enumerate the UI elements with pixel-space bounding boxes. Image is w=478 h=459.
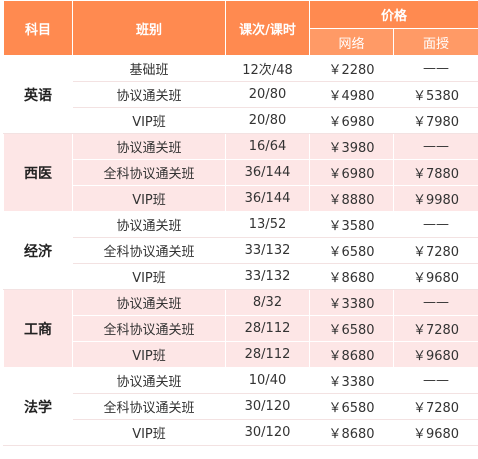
- table-row: VIP班 30/120 ￥8680 ￥9680: [4, 419, 478, 446]
- table-body: 英语 基础班 12次/48 ￥2280 —— 协议通关班 20/80 ￥4980 ￥5380 VI…: [3, 55, 478, 446]
- offline-price-cell: ￥7980: [392, 107, 478, 134]
- online-price-cell: ￥8680: [309, 419, 394, 446]
- lessons-cell: 10/40: [225, 367, 310, 394]
- online-price-cell: ￥3380: [309, 289, 394, 316]
- class-cell: 协议通关班: [72, 367, 226, 394]
- offline-price-cell: ￥5380: [392, 81, 478, 108]
- offline-price-cell: ￥9680: [392, 341, 478, 368]
- class-cell: 全科协议通关班: [72, 159, 226, 186]
- class-cell: 协议通关班: [72, 133, 226, 160]
- table-row: VIP班 33/132 ￥8680 ￥9680: [4, 263, 478, 290]
- class-cell: 协议通关班: [72, 81, 226, 108]
- class-cell: VIP班: [72, 107, 226, 134]
- class-cell: 协议通关班: [72, 211, 226, 238]
- table-row: VIP班 20/80 ￥6980 ￥7980: [4, 107, 478, 134]
- lessons-cell: 13/52: [225, 211, 310, 238]
- lessons-cell: 30/120: [225, 419, 310, 446]
- offline-price-cell: ￥7280: [392, 315, 478, 342]
- offline-price-cell: ￥7280: [392, 237, 478, 264]
- online-price-cell: ￥6980: [309, 159, 394, 186]
- offline-price-cell: ￥7880: [392, 159, 478, 186]
- lessons-cell: 16/64: [225, 133, 310, 160]
- online-price-cell: ￥3380: [309, 367, 394, 394]
- class-cell: 全科协议通关班: [72, 393, 226, 420]
- lessons-cell: 30/120: [225, 393, 310, 420]
- table-row: VIP班 36/144 ￥8880 ￥9980: [4, 185, 478, 212]
- class-cell: 基础班: [72, 55, 226, 82]
- header-lessons: 课次/课时: [225, 0, 310, 56]
- online-price-cell: ￥6580: [309, 315, 394, 342]
- lessons-cell: 12次/48: [225, 55, 310, 82]
- class-cell: VIP班: [72, 263, 226, 290]
- online-price-cell: ￥3580: [309, 211, 394, 238]
- offline-price-cell: ￥9980: [392, 185, 478, 212]
- table-row: 协议通关班 20/80 ￥4980 ￥5380: [4, 81, 478, 108]
- table-row: 工商 协议通关班 8/32 ￥3380 ——: [3, 289, 478, 368]
- class-cell: VIP班: [72, 341, 226, 368]
- online-price-cell: ￥2280: [309, 55, 394, 82]
- table-header: 科目 班别 课次/课时 价格 网络 面授: [3, 0, 478, 56]
- table-row: 经济 协议通关班 13/52 ￥3580 ——: [3, 211, 478, 290]
- class-cell: VIP班: [72, 419, 226, 446]
- table-row: 法学 协议通关班 10/40 ￥3380 ——: [3, 367, 478, 446]
- lessons-cell: 36/144: [225, 185, 310, 212]
- header-offline: 面授: [392, 28, 478, 56]
- subject-cell: 西医: [3, 133, 73, 212]
- offline-price-cell: ——: [392, 289, 478, 316]
- online-price-cell: ￥3980: [309, 133, 394, 160]
- online-price-cell: ￥4980: [309, 81, 394, 108]
- subject-cell: 法学: [3, 367, 73, 446]
- header-price: 价格: [308, 0, 478, 29]
- lessons-cell: 20/80: [225, 107, 310, 134]
- offline-price-cell: ——: [392, 367, 478, 394]
- lessons-cell: 28/112: [225, 341, 310, 368]
- class-cell: 协议通关班: [72, 289, 226, 316]
- offline-price-cell: ——: [392, 133, 478, 160]
- online-price-cell: ￥8680: [309, 263, 394, 290]
- class-cell: VIP班: [72, 185, 226, 212]
- table-row: 西医 协议通关班 16/64 ￥3980 ——: [3, 133, 478, 212]
- offline-price-cell: ￥9680: [392, 419, 478, 446]
- online-price-cell: ￥6580: [309, 393, 394, 420]
- offline-price-cell: ￥9680: [392, 263, 478, 290]
- table-row: 全科协议通关班 28/112 ￥6580 ￥7280: [4, 315, 478, 342]
- offline-price-cell: ——: [392, 55, 478, 82]
- table-row: 英语 基础班 12次/48 ￥2280 ——: [3, 55, 478, 134]
- table-row: 全科协议通关班 30/120 ￥6580 ￥7280: [4, 393, 478, 420]
- lessons-cell: 33/132: [225, 263, 310, 290]
- offline-price-cell: ——: [392, 211, 478, 238]
- online-price-cell: ￥8680: [309, 341, 394, 368]
- lessons-cell: 28/112: [225, 315, 310, 342]
- course-price-table: 科目 班别 课次/课时 价格 网络 面授 英语 基础班 12次/48 ￥2280 —— 协…: [3, 0, 478, 446]
- header-subject: 科目: [3, 0, 73, 56]
- lessons-cell: 20/80: [225, 81, 310, 108]
- online-price-cell: ￥8880: [309, 185, 394, 212]
- class-cell: 全科协议通关班: [72, 315, 226, 342]
- subject-cell: 工商: [3, 289, 73, 368]
- online-price-cell: ￥6980: [309, 107, 394, 134]
- lessons-cell: 8/32: [225, 289, 310, 316]
- online-price-cell: ￥6580: [309, 237, 394, 264]
- table-row: VIP班 28/112 ￥8680 ￥9680: [4, 341, 478, 368]
- table-row: 全科协议通关班 36/144 ￥6980 ￥7880: [4, 159, 478, 186]
- lessons-cell: 33/132: [225, 237, 310, 264]
- table-row: 全科协议通关班 33/132 ￥6580 ￥7280: [4, 237, 478, 264]
- class-cell: 全科协议通关班: [72, 237, 226, 264]
- header-online: 网络: [309, 28, 394, 56]
- lessons-cell: 36/144: [225, 159, 310, 186]
- offline-price-cell: ￥7280: [392, 393, 478, 420]
- subject-cell: 经济: [3, 211, 73, 290]
- subject-cell: 英语: [3, 55, 73, 134]
- header-class: 班别: [72, 0, 226, 56]
